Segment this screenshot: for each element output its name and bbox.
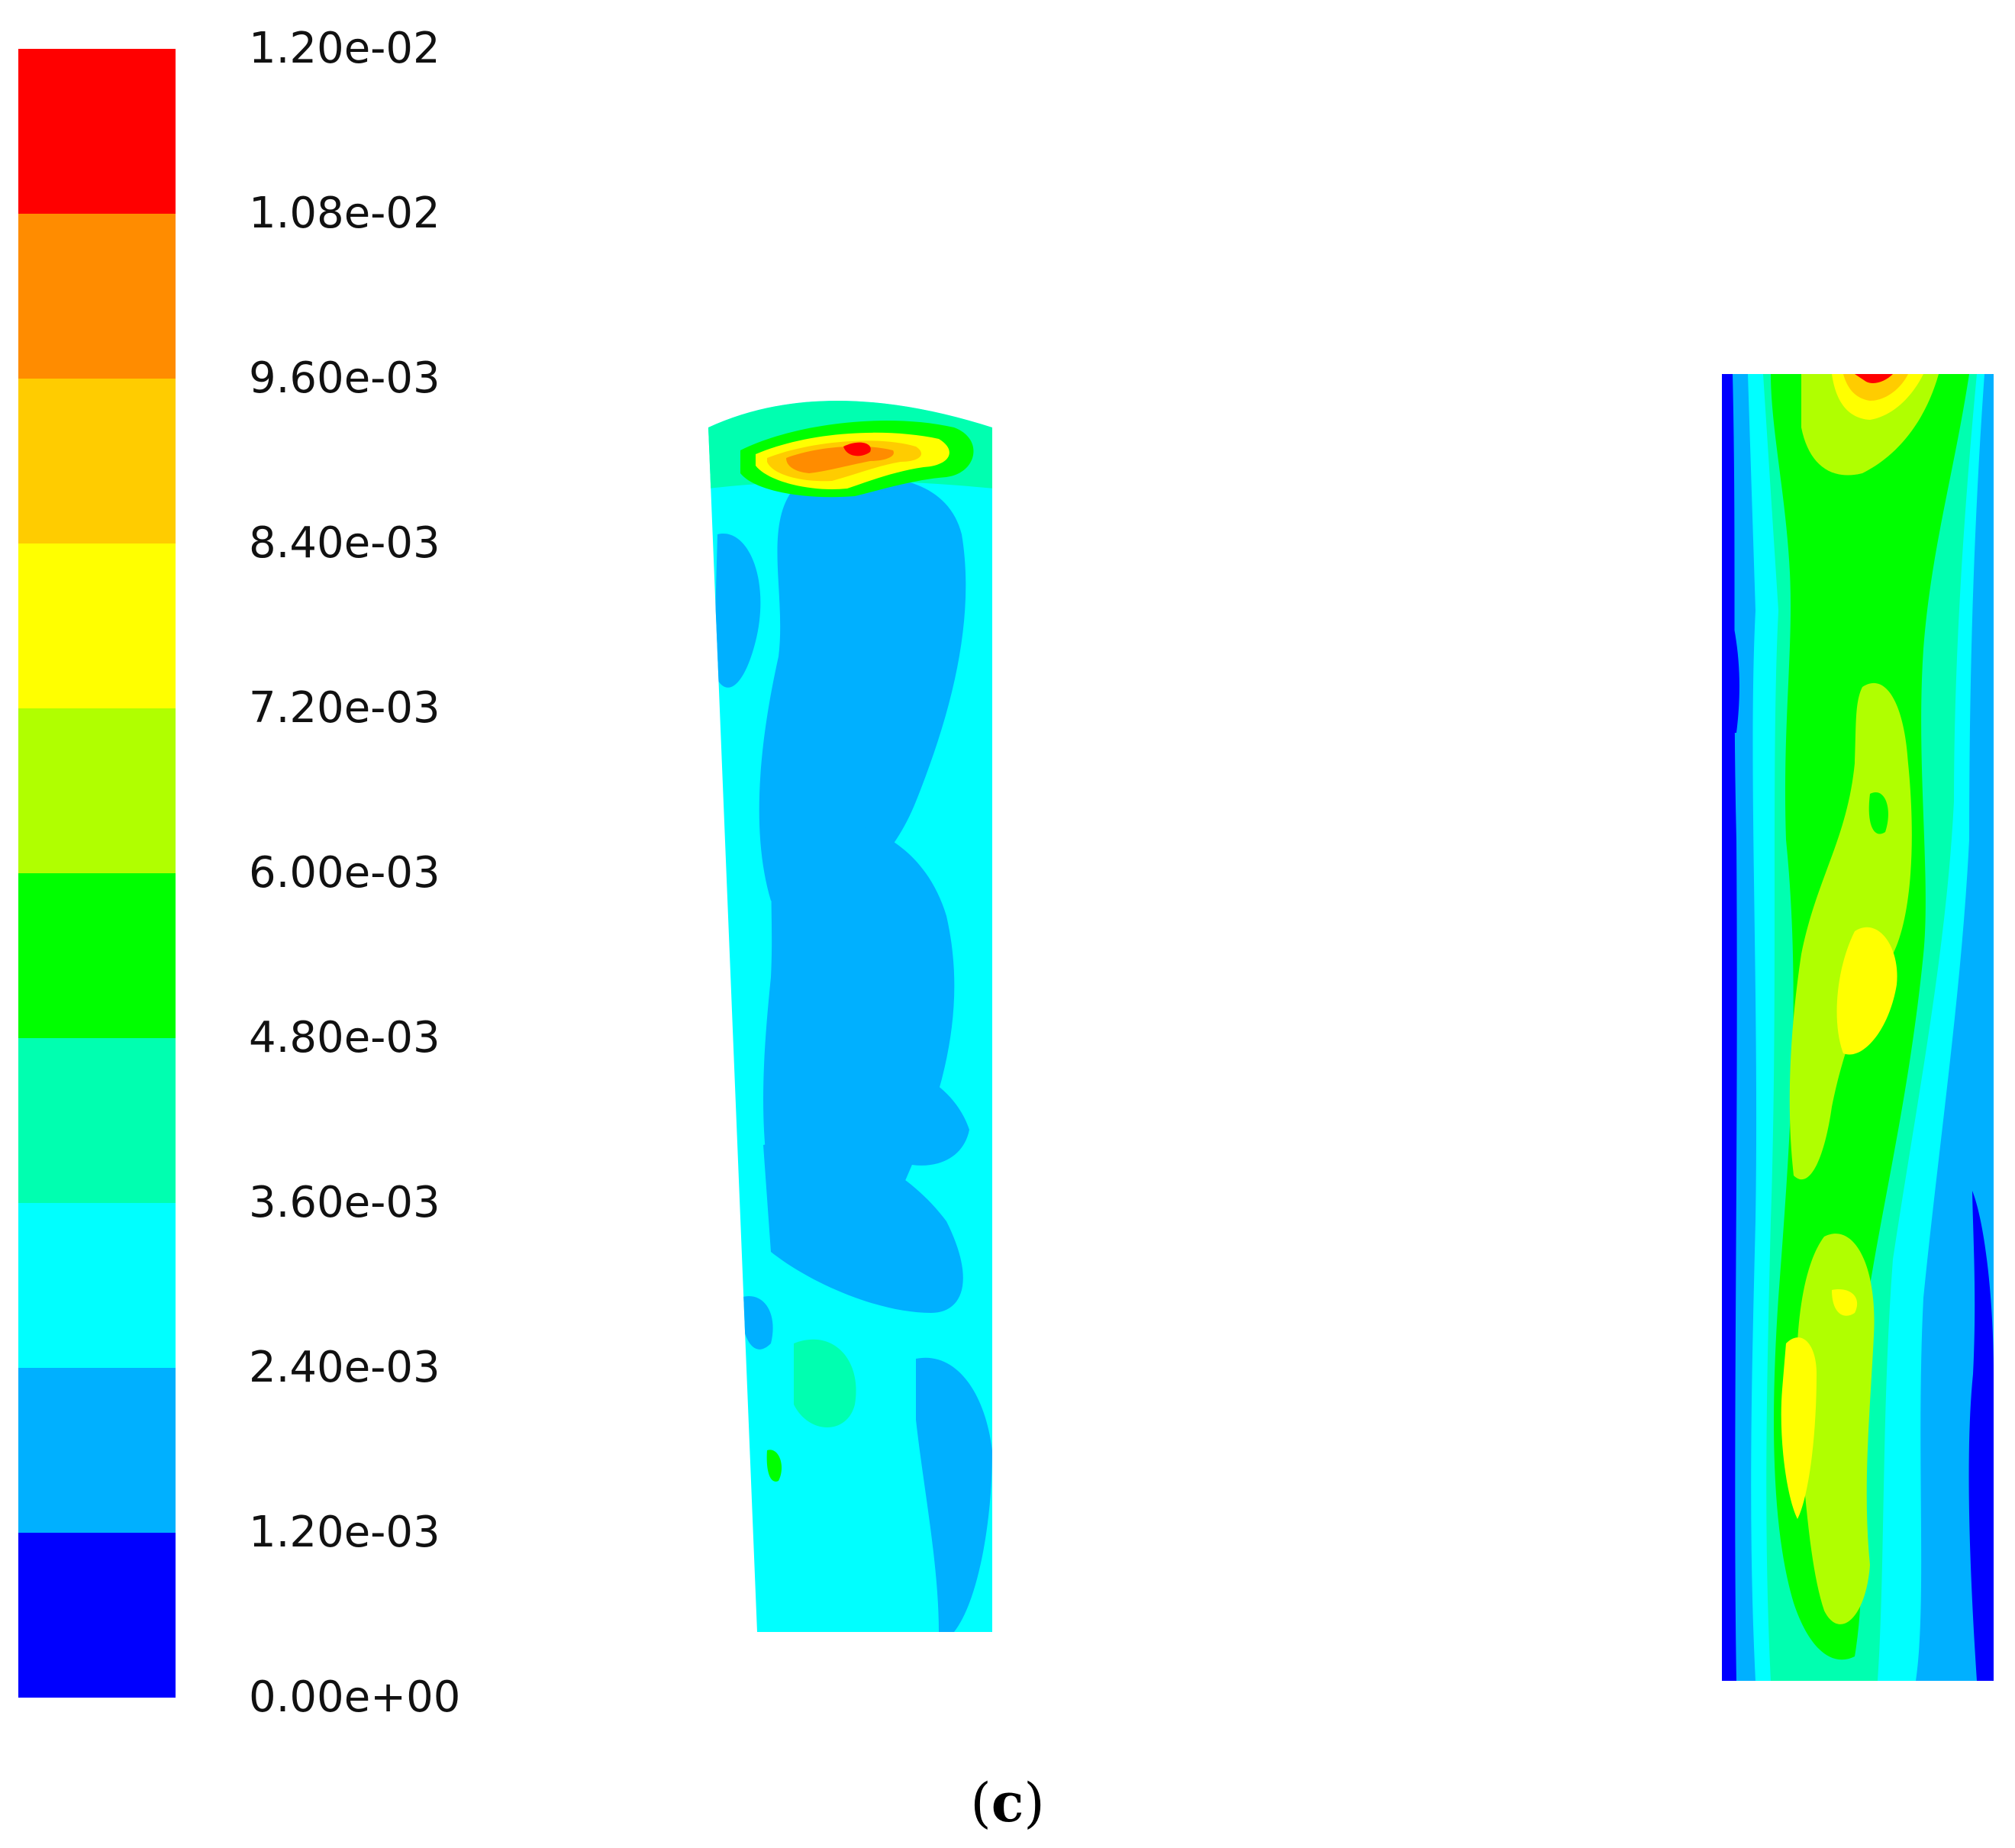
color-legend-label: 7.20e-03: [249, 683, 440, 733]
color-legend-label: 6.00e-03: [249, 848, 440, 898]
color-legend-label: 4.80e-03: [249, 1013, 440, 1063]
color-legend-label: 3.60e-03: [249, 1178, 440, 1227]
color-legend-swatch: [18, 873, 176, 1038]
color-legend-swatch: [18, 543, 176, 708]
plane-section-contour: [1722, 374, 1994, 1681]
color-legend-label: 2.40e-03: [249, 1343, 440, 1392]
color-legend-label: 8.40e-03: [249, 518, 440, 568]
color-legend-label: 1.20e-02: [249, 24, 440, 73]
color-legend-swatch: [18, 379, 176, 543]
caption-close: ): [1024, 1772, 1045, 1834]
color-legend: [18, 49, 176, 1698]
color-legend-swatch: [18, 1533, 176, 1698]
cylinder-contour: [708, 401, 992, 1632]
caption-open: (: [970, 1772, 991, 1834]
color-legend-label: 0.00e+00: [249, 1672, 461, 1722]
color-legend-label: 1.08e-02: [249, 189, 440, 238]
figure-caption: (c): [0, 1771, 2015, 1834]
color-legend-swatch: [18, 1203, 176, 1368]
color-legend-swatch: [18, 214, 176, 379]
color-legend-swatch: [18, 708, 176, 873]
color-legend-swatch: [18, 49, 176, 214]
color-legend-swatch: [18, 1038, 176, 1203]
caption-letter: c: [991, 1771, 1024, 1834]
color-legend-label: 9.60e-03: [249, 353, 440, 403]
color-legend-swatch: [18, 1368, 176, 1533]
color-legend-label: 1.20e-03: [249, 1508, 440, 1557]
